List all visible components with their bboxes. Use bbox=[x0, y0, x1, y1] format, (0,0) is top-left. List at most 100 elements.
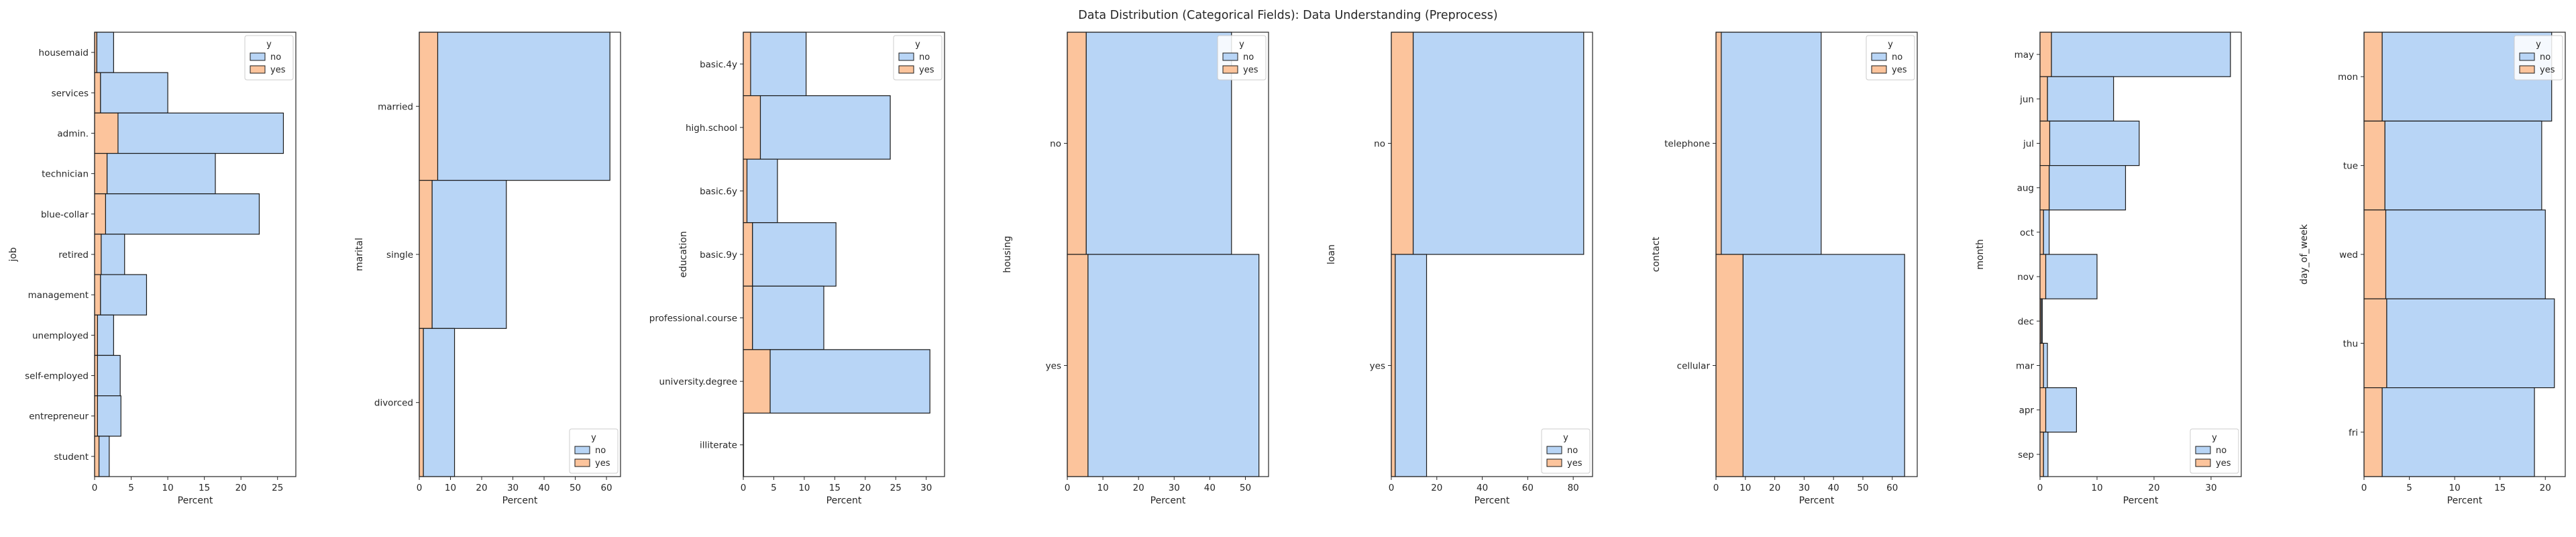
y-tick-label: single bbox=[386, 250, 413, 260]
y-tick-label: housemaid bbox=[39, 48, 89, 58]
y-tick-label: no bbox=[1050, 139, 1061, 150]
y-tick-label: no bbox=[1374, 139, 1385, 150]
legend-label-yes: yes bbox=[595, 458, 610, 469]
bar-yes-sep bbox=[2039, 432, 2044, 477]
y-axis-label: marital bbox=[354, 238, 365, 271]
legend-label-yes: yes bbox=[1892, 65, 1907, 75]
x-tick-label: 60 bbox=[1522, 483, 1534, 493]
bar-yes-university.degree bbox=[743, 349, 771, 414]
bar-no-student bbox=[98, 436, 110, 477]
axes-frame bbox=[2363, 32, 2566, 477]
bar-yes-mon bbox=[2363, 32, 2383, 121]
x-tick-label: 10 bbox=[162, 483, 173, 493]
y-axis-label: housing bbox=[1002, 236, 1013, 273]
x-tick-label: 0 bbox=[1065, 483, 1071, 493]
legend-title: y bbox=[266, 40, 272, 50]
legend-title: y bbox=[591, 433, 596, 443]
legend-swatch-no bbox=[1222, 52, 1238, 61]
legend-swatch-no bbox=[250, 52, 266, 61]
y-tick-label: technician bbox=[42, 169, 89, 180]
legend-swatch-yes bbox=[2195, 458, 2211, 467]
chart-panel-day_of_week: mon tue wed thu fri 0 5 10 15 20 Percent day_of_wee… bbox=[2299, 32, 2566, 506]
y-tick-label: yes bbox=[1046, 361, 1061, 372]
bar-yes-thu bbox=[2363, 298, 2387, 389]
bar-no-sep bbox=[2043, 432, 2049, 477]
bar-no-basic.6y bbox=[746, 158, 778, 224]
legend: y no yes bbox=[1541, 428, 1591, 474]
bar-yes-tue bbox=[2363, 120, 2385, 211]
y-tick-label: admin. bbox=[57, 128, 89, 139]
legend: y no yes bbox=[569, 428, 619, 474]
legend-swatch-yes bbox=[1871, 65, 1887, 74]
x-axis-label: Percent bbox=[1474, 495, 1510, 506]
bar-no-apr bbox=[2045, 387, 2077, 433]
y-tick-label: fri bbox=[2349, 428, 2358, 438]
y-tick-label: illiterate bbox=[700, 440, 737, 451]
bar-no-retired bbox=[101, 234, 125, 275]
axes-frame bbox=[94, 32, 297, 477]
bar-no-jul bbox=[2049, 120, 2140, 166]
x-tick-label: 60 bbox=[1886, 483, 1898, 493]
bar-yes-entrepreneur bbox=[94, 395, 98, 437]
legend-swatch-no bbox=[1871, 52, 1887, 61]
bar-yes-married bbox=[419, 32, 439, 181]
x-tick-label: 0 bbox=[741, 483, 747, 493]
legend-label-no: no bbox=[270, 52, 281, 62]
x-tick-label: 20 bbox=[1769, 483, 1780, 493]
x-tick-label: 40 bbox=[1477, 483, 1488, 493]
legend-label-no: no bbox=[1567, 446, 1578, 456]
legend: y no yes bbox=[1217, 35, 1267, 81]
x-tick-label: 25 bbox=[272, 483, 283, 493]
legend-label-yes: yes bbox=[919, 65, 934, 75]
legend-label-no: no bbox=[1892, 52, 1902, 62]
x-tick-label: 40 bbox=[1204, 483, 1216, 493]
y-tick-label: jul bbox=[2023, 139, 2034, 150]
y-axis-label: month bbox=[1975, 239, 1986, 269]
x-tick-label: 20 bbox=[859, 483, 871, 493]
x-tick-label: 40 bbox=[538, 483, 549, 493]
legend-label-no: no bbox=[1243, 52, 1254, 62]
bar-no-mar bbox=[2043, 342, 2048, 389]
bar-yes-no bbox=[1391, 32, 1414, 255]
y-tick-label: dec bbox=[2018, 316, 2034, 327]
x-tick-label: 10 bbox=[2449, 483, 2461, 493]
y-tick-label: tue bbox=[2343, 161, 2358, 172]
bar-yes-self-employed bbox=[94, 354, 98, 397]
axes-frame bbox=[743, 32, 945, 477]
y-tick-label: self-employed bbox=[25, 371, 89, 382]
y-tick-label: retired bbox=[58, 250, 89, 260]
legend-swatch-no bbox=[1546, 446, 1562, 454]
x-axis-label: Percent bbox=[2447, 495, 2483, 506]
legend-title: y bbox=[2536, 40, 2541, 50]
bar-yes-blue-collar bbox=[94, 193, 106, 235]
legend-swatch-no bbox=[898, 52, 914, 61]
bar-no-telephone bbox=[1721, 32, 1822, 255]
legend-swatch-yes bbox=[1546, 458, 1562, 467]
legend-title: y bbox=[1888, 40, 1893, 50]
bar-no-entrepreneur bbox=[97, 395, 121, 437]
bar-yes-nov bbox=[2039, 254, 2047, 299]
x-tick-label: 30 bbox=[2205, 483, 2216, 493]
x-tick-label: 10 bbox=[2091, 483, 2102, 493]
legend: y no yes bbox=[893, 35, 943, 81]
x-tick-label: 80 bbox=[1568, 483, 1579, 493]
legend-label-yes: yes bbox=[1567, 458, 1582, 469]
y-tick-label: jun bbox=[2019, 94, 2034, 105]
bar-no-self-employed bbox=[97, 354, 121, 397]
bar-yes-professional.course bbox=[743, 285, 753, 350]
bar-no-divorced bbox=[423, 328, 455, 477]
y-axis-label: contact bbox=[1651, 236, 1662, 272]
bar-yes-divorced bbox=[419, 328, 424, 477]
x-tick-label: 15 bbox=[2494, 483, 2506, 493]
bar-no-services bbox=[100, 72, 168, 113]
y-tick-label: thu bbox=[2343, 338, 2358, 349]
x-tick-label: 5 bbox=[128, 483, 134, 493]
bar-yes-jun bbox=[2039, 76, 2048, 121]
x-axis-label: Percent bbox=[502, 495, 538, 506]
bar-yes-aug bbox=[2039, 165, 2050, 211]
x-tick-label: 40 bbox=[1828, 483, 1839, 493]
bar-yes-management bbox=[94, 274, 101, 315]
bar-no-cellular bbox=[1742, 254, 1905, 477]
y-tick-label: married bbox=[378, 101, 413, 112]
y-tick-label: divorced bbox=[374, 398, 413, 409]
